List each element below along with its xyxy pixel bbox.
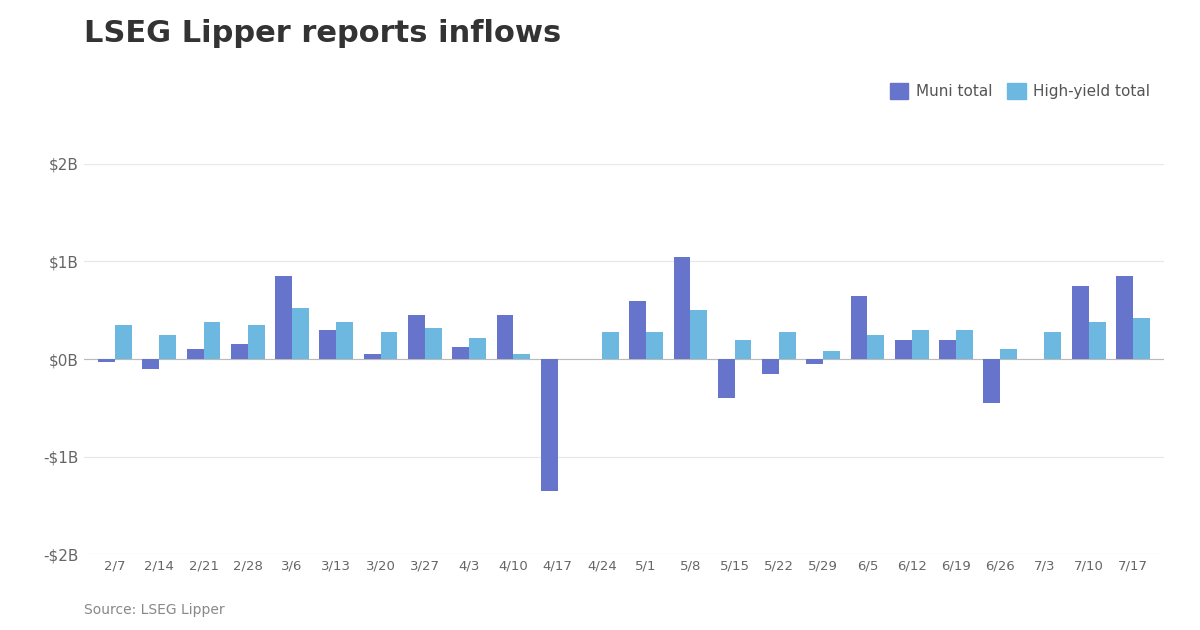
Bar (1044, 332, 1061, 359)
Bar (602, 332, 619, 359)
Bar (204, 322, 221, 359)
Bar (940, 340, 956, 359)
Bar (247, 325, 264, 359)
Bar (160, 335, 176, 359)
Bar (868, 335, 884, 359)
Bar (646, 332, 662, 359)
Bar (718, 359, 734, 398)
Bar (823, 352, 840, 359)
Bar (408, 315, 425, 359)
Bar (956, 330, 973, 359)
Bar (629, 301, 646, 359)
Bar (292, 308, 308, 359)
Bar (1001, 349, 1018, 359)
Bar (806, 359, 823, 364)
Bar (1088, 322, 1105, 359)
Bar (1116, 276, 1133, 359)
Bar (514, 354, 530, 359)
Bar (187, 349, 204, 359)
Bar (469, 338, 486, 359)
Bar (912, 330, 929, 359)
Bar (690, 311, 707, 359)
Bar (275, 276, 292, 359)
Bar (497, 315, 514, 359)
Legend: Muni total, High-yield total: Muni total, High-yield total (883, 77, 1157, 105)
Bar (336, 322, 353, 359)
Bar (541, 359, 558, 491)
Bar (98, 359, 115, 362)
Bar (1072, 286, 1088, 359)
Bar (762, 359, 779, 374)
Bar (851, 295, 868, 359)
Bar (779, 332, 796, 359)
Bar (143, 359, 160, 369)
Bar (425, 328, 442, 359)
Bar (319, 330, 336, 359)
Bar (364, 354, 380, 359)
Text: Source: LSEG Lipper: Source: LSEG Lipper (84, 604, 224, 617)
Text: LSEG Lipper reports inflows: LSEG Lipper reports inflows (84, 19, 562, 48)
Bar (984, 359, 1001, 403)
Bar (673, 256, 690, 359)
Bar (115, 325, 132, 359)
Bar (895, 340, 912, 359)
Bar (230, 345, 247, 359)
Bar (1133, 318, 1150, 359)
Bar (380, 332, 397, 359)
Bar (452, 347, 469, 359)
Bar (734, 340, 751, 359)
